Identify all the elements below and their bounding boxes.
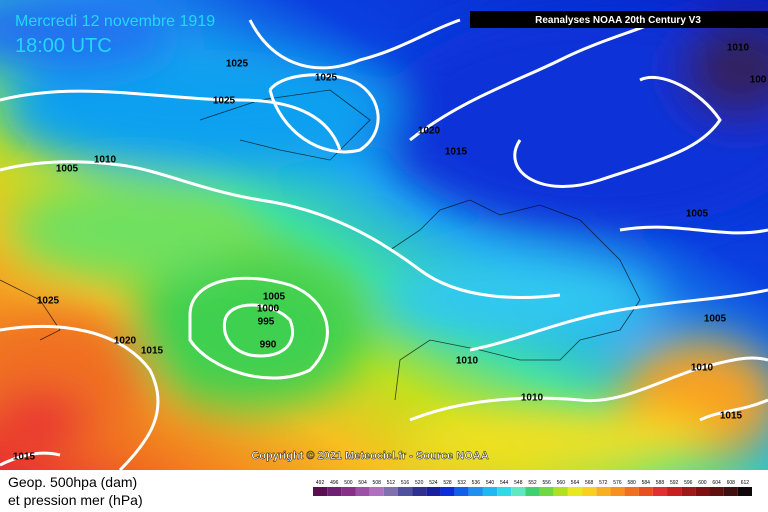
- legend-level: 600: [698, 480, 707, 486]
- legend-level: 612: [741, 480, 750, 486]
- isobar-label: 1025: [315, 73, 338, 84]
- legend-swatch: [737, 487, 752, 496]
- legend-level: 596: [684, 480, 693, 486]
- legend-level: 548: [514, 480, 523, 486]
- isobar-label: 1005: [686, 209, 709, 220]
- legend-swatch: [511, 487, 526, 496]
- legend-level: 536: [472, 480, 481, 486]
- legend-level: 524: [429, 480, 438, 486]
- isobar-label: 1020: [418, 126, 441, 137]
- legend-level: 584: [642, 480, 651, 486]
- legend-swatch: [383, 487, 398, 496]
- isobar-label: 1005: [263, 292, 286, 303]
- legend-level: 500: [344, 480, 353, 486]
- legend-swatch: [397, 487, 413, 496]
- legend-level: 568: [585, 480, 594, 486]
- legend: 492 496 500 504 508 512 516 520 524 528 532 536 540 5…: [313, 480, 752, 496]
- legend-level: 572: [599, 480, 608, 486]
- isobar-label: 100: [750, 75, 767, 86]
- legend-swatch: [327, 487, 342, 496]
- legend-swatch: [497, 487, 512, 496]
- legend-level: 492: [316, 480, 325, 486]
- legend-level: 496: [330, 480, 339, 486]
- legend-level: 560: [557, 480, 566, 486]
- source-banner: [470, 11, 768, 28]
- legend-swatch: [341, 487, 356, 496]
- legend-swatch: [426, 487, 441, 496]
- isobar-label: 1025: [226, 59, 249, 70]
- legend-swatch: [539, 487, 554, 496]
- footer-line2: et pression mer (hPa): [8, 492, 143, 508]
- legend-level: 556: [542, 480, 551, 486]
- legend-level: 520: [415, 480, 424, 486]
- legend-level: 608: [727, 480, 736, 486]
- legend-swatch: [709, 487, 724, 496]
- legend-swatch: [468, 487, 483, 496]
- isobar-label: 1010: [521, 393, 544, 404]
- legend-level: 588: [656, 480, 665, 486]
- field: [0, 0, 768, 470]
- legend-swatch: [482, 487, 498, 496]
- isobars: [0, 18, 768, 472]
- legend-level: 532: [458, 480, 467, 486]
- time-text: 18:00 UTC: [15, 35, 112, 57]
- isobar-label: 1015: [141, 346, 164, 357]
- legend-level: 592: [670, 480, 679, 486]
- isobar-label: 995: [258, 317, 275, 328]
- source-text: Reanalyses NOAA 20th Century V3: [535, 15, 701, 26]
- isobar-label: 1005: [56, 164, 79, 175]
- legend-swatch: [525, 487, 540, 496]
- legend-level: 604: [712, 480, 721, 486]
- date-text: Mercredi 12 novembre 1919: [15, 13, 215, 30]
- legend-swatch: [440, 487, 455, 496]
- legend-swatch: [369, 487, 384, 496]
- isobar-label: 1000: [257, 304, 280, 315]
- legend-level: 508: [373, 480, 382, 486]
- legend-level: 552: [528, 480, 537, 486]
- legend-swatch: [553, 487, 568, 496]
- isobar-label: 1015: [445, 147, 468, 158]
- isobar-labels: 1025 1025 1025 1020 1015 1010 1005 1005 1025 1020…: [13, 43, 767, 463]
- legend-swatch: [667, 487, 682, 496]
- legend-swatch: [681, 487, 696, 496]
- legend-swatch: [695, 487, 710, 496]
- legend-level: 504: [358, 480, 367, 486]
- isobar-label: 1025: [213, 96, 236, 107]
- legend-level: 544: [500, 480, 509, 486]
- legend-level: 564: [571, 480, 580, 486]
- legend-swatch: [582, 487, 597, 496]
- legend-swatch: [596, 487, 611, 496]
- legend-swatch: [454, 487, 469, 496]
- isobar-label: 1020: [114, 336, 137, 347]
- legend-level: 528: [443, 480, 452, 486]
- legend-level: 516: [401, 480, 410, 486]
- legend-level: 576: [613, 480, 622, 486]
- legend-swatch: [638, 487, 653, 496]
- isobar-label: 1015: [13, 452, 36, 463]
- legend-swatch: [723, 487, 738, 496]
- isobar-label: 1005: [704, 314, 727, 325]
- legend-swatch: [610, 487, 625, 496]
- copyright: Copyright © 2021 Meteociel.fr - Source N…: [251, 450, 488, 462]
- legend-swatch: [313, 487, 328, 496]
- isobar-label: 1025: [37, 296, 60, 307]
- legend-swatch: [567, 487, 583, 496]
- isobar-label: 1015: [720, 411, 743, 422]
- legend-swatch: [652, 487, 668, 496]
- isobar-label: 1010: [456, 356, 479, 367]
- legend-swatch: [624, 487, 639, 496]
- footer-line1: Geop. 500hpa (dam): [8, 474, 137, 490]
- legend-level: 540: [486, 480, 495, 486]
- legend-swatch: [355, 487, 370, 496]
- isobar-label: 1010: [691, 363, 714, 374]
- legend-level: 512: [387, 480, 396, 486]
- isobar-label: 1010: [727, 43, 750, 54]
- legend-swatch: [412, 487, 427, 496]
- isobar-label: 1010: [94, 155, 117, 166]
- isobar-label: 990: [260, 340, 277, 351]
- legend-level: 580: [627, 480, 636, 486]
